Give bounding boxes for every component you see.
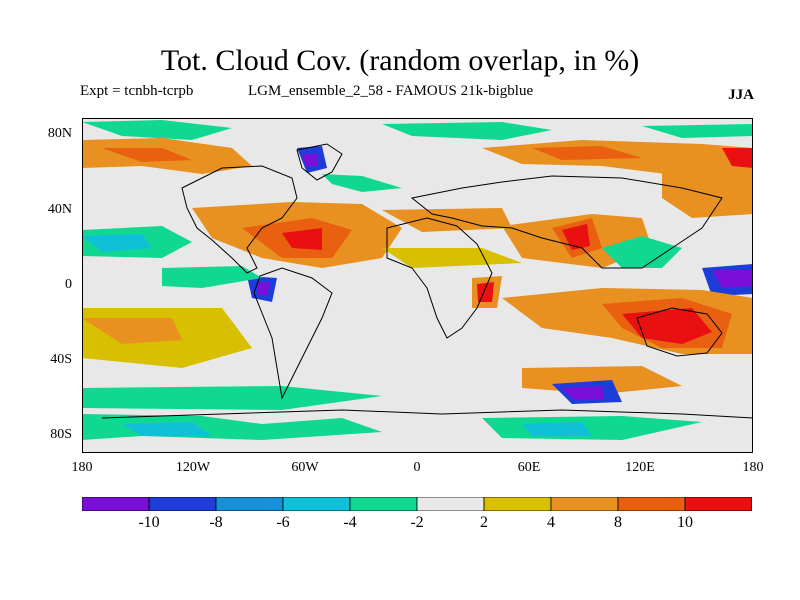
- lat-tick-80n: 80N: [47, 126, 72, 141]
- lon-tick-120e: 120E: [625, 460, 655, 475]
- lat-tick-40n: 40N: [47, 202, 72, 217]
- lon-tick-60w: 60W: [291, 460, 319, 475]
- colorbar-label: -2: [410, 514, 424, 531]
- colorbar-swatch: [349, 497, 418, 511]
- colorbar-swatch: [617, 497, 686, 511]
- lon-tick-180e: 180: [742, 460, 764, 475]
- colorbar-swatch: [148, 497, 217, 511]
- colorbar-label: 2: [480, 514, 488, 531]
- season-label: JJA: [728, 87, 754, 103]
- lon-tick-120w: 120W: [175, 460, 211, 475]
- colorbar-swatch: [416, 497, 485, 511]
- lat-tick-0: 0: [65, 277, 72, 292]
- colorbar-label: -4: [343, 514, 357, 531]
- colorbar-label: -10: [138, 514, 160, 531]
- colorbar-label: 4: [547, 514, 555, 531]
- colorbar-swatch: [215, 497, 284, 511]
- colorbar-swatch: [82, 497, 150, 511]
- lon-tick-60e: 60E: [517, 460, 541, 475]
- cloud-cover-map: [82, 118, 753, 453]
- colorbar-swatch: [550, 497, 619, 511]
- colorbar-label: -6: [276, 514, 290, 531]
- colorbar-swatch: [483, 497, 552, 511]
- lat-tick-80s: 80S: [50, 427, 72, 442]
- colorbar-label: 10: [677, 514, 693, 531]
- colorbar-swatch: [282, 497, 351, 511]
- colorbar: [82, 497, 752, 511]
- colorbar-label: 8: [614, 514, 622, 531]
- colorbar-label: -8: [209, 514, 223, 531]
- colorbar-swatch: [684, 497, 752, 511]
- run-label: LGM_ensemble_2_58 - FAMOUS 21k-bigblue: [248, 83, 534, 99]
- lon-tick-180w: 180: [71, 460, 93, 475]
- map-title: Tot. Cloud Cov. (random overlap, in %): [160, 44, 640, 77]
- experiment-label: Expt = tcnbh-tcrpb: [80, 83, 194, 99]
- lon-tick-0: 0: [413, 460, 421, 475]
- lat-tick-40s: 40S: [50, 352, 72, 367]
